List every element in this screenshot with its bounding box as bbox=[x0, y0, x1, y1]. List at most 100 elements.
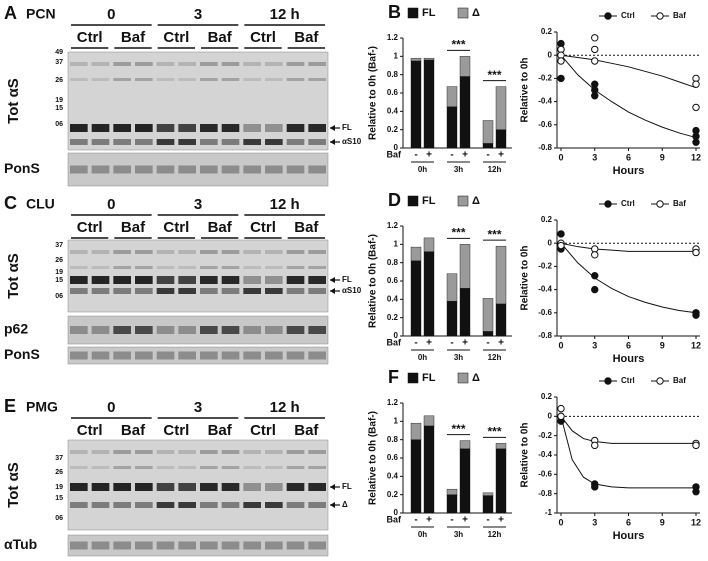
blot-band bbox=[286, 165, 305, 174]
blot-band bbox=[113, 466, 131, 469]
y-tick-label: -0.8 bbox=[538, 331, 552, 340]
blot-band bbox=[308, 483, 326, 491]
y-tick-label: -1 bbox=[545, 508, 553, 517]
legend-marker bbox=[604, 12, 612, 20]
significance-label: *** bbox=[451, 422, 465, 436]
blot-band bbox=[221, 466, 240, 469]
blot-band bbox=[156, 250, 175, 254]
y-tick-label: 0 bbox=[548, 238, 553, 247]
y-tick-label: -0.4 bbox=[538, 285, 552, 294]
blot-band bbox=[91, 483, 110, 491]
blot-band bbox=[200, 483, 218, 491]
legend-swatch bbox=[457, 372, 469, 384]
fit-curve bbox=[560, 242, 697, 314]
condition-label: Ctrl bbox=[250, 219, 276, 236]
blot-band bbox=[265, 62, 283, 66]
blot-band bbox=[135, 165, 153, 174]
bar-segment bbox=[459, 288, 471, 337]
blot-band bbox=[156, 266, 175, 269]
blot-band bbox=[200, 326, 218, 334]
blot-band bbox=[178, 483, 196, 491]
blot-band bbox=[200, 351, 218, 360]
blot-band bbox=[135, 326, 153, 334]
cell-type: PCN bbox=[26, 6, 56, 22]
x-tick-label: 12 bbox=[691, 152, 701, 162]
blot-band bbox=[221, 139, 240, 145]
blot-band bbox=[91, 139, 110, 145]
blot-band bbox=[221, 250, 240, 254]
y-tick-label: 0 bbox=[394, 331, 399, 340]
arrow-head bbox=[330, 139, 335, 145]
blot-band bbox=[221, 502, 240, 508]
blot-band bbox=[178, 351, 196, 360]
ladder-marker: 15 bbox=[55, 105, 63, 112]
blot-band bbox=[308, 450, 326, 454]
legend-label: Baf bbox=[673, 11, 686, 20]
blot-band bbox=[265, 450, 283, 454]
blot-band bbox=[70, 266, 88, 269]
x-tick-label: 0 bbox=[558, 340, 563, 350]
blot-band bbox=[135, 450, 153, 454]
blot-band bbox=[200, 502, 218, 508]
blot-row-label: Tot αS bbox=[5, 462, 22, 508]
group-axis-label: Baf bbox=[386, 337, 402, 347]
y-tick-label: 1 bbox=[394, 239, 399, 248]
blot-band bbox=[113, 62, 131, 66]
blot-band bbox=[308, 165, 326, 174]
bar-segment bbox=[495, 303, 507, 337]
y-tick-label: 0 bbox=[394, 143, 399, 152]
data-point bbox=[692, 80, 700, 88]
blot-band bbox=[113, 250, 131, 254]
blot-band bbox=[243, 326, 261, 334]
blot-band bbox=[91, 124, 110, 132]
blot-band bbox=[265, 466, 283, 469]
blot-band bbox=[286, 124, 305, 132]
bar-segment bbox=[446, 494, 458, 514]
bar-segment bbox=[410, 422, 422, 440]
time-label: 12 h bbox=[270, 399, 300, 416]
panel-letter: B bbox=[388, 2, 401, 22]
bar-segment bbox=[410, 260, 422, 337]
blot-band bbox=[308, 78, 326, 81]
blot-band bbox=[200, 62, 218, 66]
blot-band bbox=[200, 466, 218, 469]
cell-type: PMG bbox=[26, 399, 58, 415]
x-tick-label: - bbox=[486, 338, 489, 349]
blot-band bbox=[91, 351, 110, 360]
blot-band bbox=[286, 466, 305, 469]
y-tick-label: 0.2 bbox=[387, 313, 399, 322]
data-point bbox=[692, 441, 700, 450]
blot-band bbox=[178, 266, 196, 269]
bar-segment bbox=[410, 246, 422, 262]
y-axis-label: Relative to 0h bbox=[520, 245, 531, 310]
bar-segment bbox=[446, 488, 458, 495]
bar-segment bbox=[482, 495, 494, 514]
ladder-marker: 26 bbox=[55, 77, 63, 84]
x-tick-label: - bbox=[486, 150, 489, 161]
blot-image bbox=[67, 346, 329, 365]
time-label: 0 bbox=[107, 196, 115, 213]
blot-band bbox=[70, 502, 88, 508]
blot-band bbox=[286, 62, 305, 66]
blot-band bbox=[221, 78, 240, 81]
x-axis-label: Hours bbox=[613, 530, 645, 542]
legend-label: Ctrl bbox=[621, 376, 635, 385]
blot-band bbox=[308, 466, 326, 469]
x-tick-label: 9 bbox=[660, 340, 665, 350]
ladder-marker: 15 bbox=[55, 277, 63, 284]
blot-band bbox=[156, 165, 175, 174]
x-tick-label: 3 bbox=[592, 340, 597, 350]
y-tick-label: 0.6 bbox=[387, 276, 399, 285]
blot-band bbox=[243, 250, 261, 254]
bar-segment bbox=[482, 331, 494, 337]
legend-label: Ctrl bbox=[621, 11, 635, 20]
blot-band bbox=[91, 541, 110, 550]
band-label: FL bbox=[342, 123, 352, 132]
blot-band bbox=[156, 124, 175, 132]
blot-band bbox=[243, 139, 261, 145]
blot-band bbox=[286, 276, 305, 284]
blot-row-label: p62 bbox=[4, 321, 28, 337]
blot-band bbox=[221, 266, 240, 269]
blot-band bbox=[286, 78, 305, 81]
y-tick-label: 0.6 bbox=[387, 453, 399, 462]
